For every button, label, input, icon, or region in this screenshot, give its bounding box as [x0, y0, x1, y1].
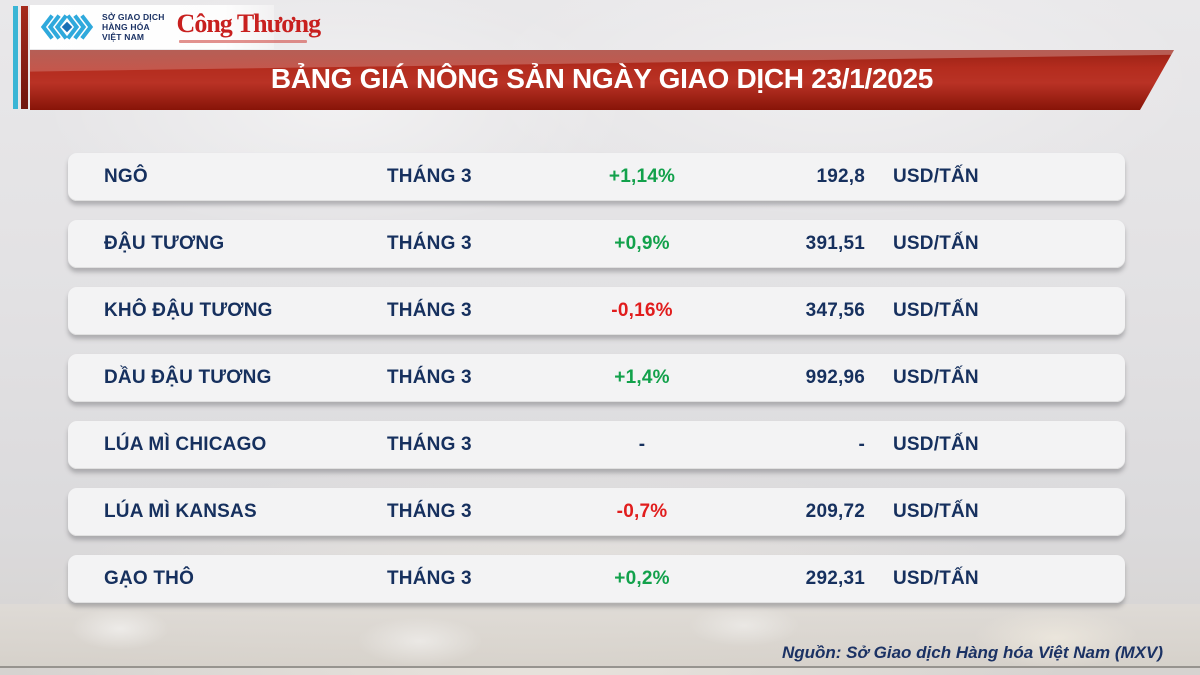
table-row: GẠO THÔ THÁNG 3 +0,2% 292,31 USD/TẤN [68, 555, 1125, 603]
price-unit: USD/TẤN [893, 434, 979, 455]
table-row: NGÔ THÁNG 3 +1,14% 192,8 USD/TẤN [68, 153, 1125, 201]
contract-month: THÁNG 3 [387, 300, 472, 321]
change-percent: -0,16% [611, 300, 673, 321]
price-unit: USD/TẤN [893, 300, 979, 321]
contract-month: THÁNG 3 [387, 367, 472, 388]
price-unit: USD/TẤN [893, 233, 979, 254]
price-value: 292,31 [805, 568, 865, 589]
logo-plate: SỞ GIAO DỊCH HÀNG HÓA VIỆT NAM Công Thươ… [30, 5, 321, 49]
mxv-name-line3: VIỆT NAM [102, 32, 145, 43]
price-value: - [858, 434, 865, 455]
commodity-name: ĐẬU TƯƠNG [104, 233, 225, 254]
background-photo-strip [0, 604, 1200, 668]
left-accent-bar-cyan [13, 6, 18, 109]
commodity-name: KHÔ ĐẬU TƯƠNG [104, 300, 273, 321]
contract-month: THÁNG 3 [387, 501, 472, 522]
commodity-name: LÚA MÌ KANSAS [104, 501, 257, 522]
price-unit: USD/TẤN [893, 568, 979, 589]
congthuong-tagline-bar [178, 40, 307, 43]
change-percent: +0,2% [614, 568, 670, 589]
table-row: LÚA MÌ KANSAS THÁNG 3 -0,7% 209,72 USD/T… [68, 488, 1125, 536]
commodity-name: DẦU ĐẬU TƯƠNG [104, 367, 272, 388]
title-banner: BẢNG GIÁ NÔNG SẢN NGÀY GIAO DỊCH 23/1/20… [30, 50, 1174, 110]
price-value: 192,8 [816, 166, 865, 187]
commodity-name: NGÔ [104, 166, 148, 187]
contract-month: THÁNG 3 [387, 166, 472, 187]
mxv-name-line2: HÀNG HÓA [102, 21, 150, 32]
change-percent: +0,9% [614, 233, 670, 254]
mxv-name: SỞ GIAO DỊCH HÀNG HÓA VIỆT NAM [102, 12, 165, 43]
price-value: 209,72 [805, 501, 865, 522]
price-value: 992,96 [805, 367, 865, 388]
source-attribution: Nguồn: Sở Giao dịch Hàng hóa Việt Nam (M… [781, 643, 1163, 662]
page-title: BẢNG GIÁ NÔNG SẢN NGÀY GIAO DỊCH 23/1/20… [270, 63, 934, 95]
price-value: 391,51 [805, 233, 865, 254]
change-percent: -0,7% [616, 501, 668, 522]
mxv-logo-icon [40, 14, 94, 40]
price-unit: USD/TẤN [893, 166, 979, 187]
price-unit: USD/TẤN [893, 367, 979, 388]
table-row: DẦU ĐẬU TƯƠNG THÁNG 3 +1,4% 992,96 USD/T… [68, 354, 1125, 402]
price-value: 347,56 [805, 300, 865, 321]
table-row: KHÔ ĐẬU TƯƠNG THÁNG 3 -0,16% 347,56 USD/… [68, 287, 1125, 335]
contract-month: THÁNG 3 [387, 568, 472, 589]
price-unit: USD/TẤN [893, 501, 979, 522]
congthuong-masthead: Công Thương [177, 11, 321, 43]
commodity-name: GẠO THÔ [104, 568, 195, 589]
commodity-name: LÚA MÌ CHICAGO [104, 434, 267, 455]
congthuong-logo-text: Công Thương [176, 9, 322, 38]
change-percent: - [638, 434, 646, 455]
contract-month: THÁNG 3 [387, 434, 472, 455]
change-percent: +1,14% [608, 166, 676, 187]
table-row: LÚA MÌ CHICAGO THÁNG 3 - - USD/TẤN [68, 421, 1125, 469]
price-table: NGÔ THÁNG 3 +1,14% 192,8 USD/TẤN ĐẬU TƯƠ… [68, 153, 1125, 622]
change-percent: +1,4% [614, 367, 670, 388]
table-row: ĐẬU TƯƠNG THÁNG 3 +0,9% 391,51 USD/TẤN [68, 220, 1125, 268]
contract-month: THÁNG 3 [387, 233, 472, 254]
mxv-name-line1: SỞ GIAO DỊCH [102, 11, 165, 22]
left-accent-bar-red [21, 6, 28, 109]
